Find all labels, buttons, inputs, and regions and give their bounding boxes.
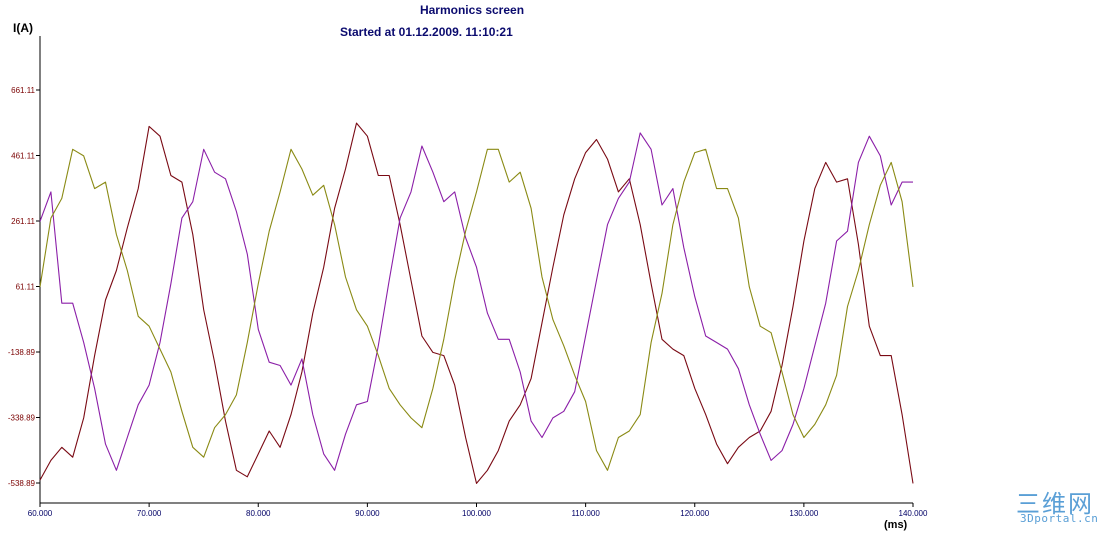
y-tick-label: -138.89 xyxy=(8,348,36,357)
x-tick-label: 120.000 xyxy=(680,509,709,518)
x-tick-label: 60.000 xyxy=(28,509,53,518)
axes: 661.11 461.11 261.11 61.11 -138.89 -338.89 -53… xyxy=(8,36,928,518)
watermark-site-text: 3Dportal.cn xyxy=(1020,512,1099,525)
x-tick-label: 100.000 xyxy=(462,509,491,518)
y-tick-label: 261.11 xyxy=(11,217,35,226)
series-line-phase-1 xyxy=(39,122,914,484)
x-axis-label: (ms) xyxy=(884,519,908,531)
x-tick-label: 70.000 xyxy=(137,509,162,518)
y-tick-label: -338.89 xyxy=(8,414,36,423)
y-tick-label: -538.89 xyxy=(8,479,36,488)
y-tick-label: 461.11 xyxy=(11,152,35,161)
series-line-phase-2 xyxy=(39,132,913,471)
series-line-phase-3 xyxy=(39,148,914,471)
x-tick-label: 110.000 xyxy=(571,509,600,518)
y-tick-label: 661.11 xyxy=(11,86,35,95)
y-tick-label: 61.11 xyxy=(16,283,36,292)
series-layer xyxy=(39,122,914,484)
x-tick-label: 140.000 xyxy=(899,509,928,518)
y-axis-label: I(A) xyxy=(13,21,33,35)
x-tick-label: 90.000 xyxy=(355,509,380,518)
chart-title: Harmonics screen xyxy=(419,3,525,17)
watermark-logo: 三维网 xyxy=(1016,490,1094,518)
x-tick-label: 80.000 xyxy=(246,509,271,518)
chart-subtitle: Started at 01.12.2009. 11:10:21 xyxy=(340,25,513,39)
x-tick-label: 130.000 xyxy=(789,509,818,518)
